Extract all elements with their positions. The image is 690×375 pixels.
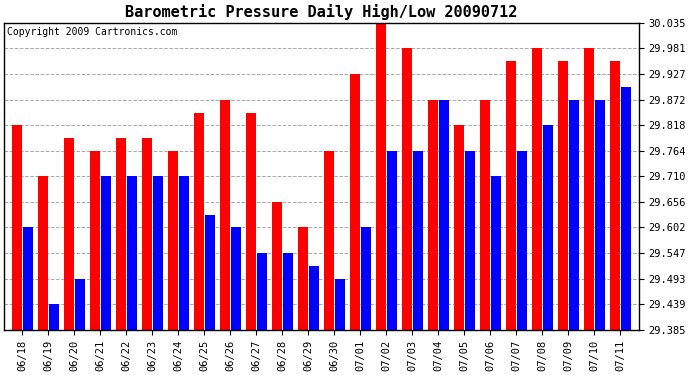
Bar [480,100,490,330]
Bar [142,138,152,330]
Bar [101,176,111,330]
Bar [584,48,594,330]
Bar [272,202,282,330]
Bar [90,151,100,330]
Bar [324,151,334,330]
Bar [350,74,359,330]
Bar [610,61,620,330]
Bar [413,151,423,330]
Bar [387,151,397,330]
Bar [569,100,579,330]
Bar [75,279,85,330]
Bar [168,151,178,330]
Bar [621,87,631,330]
Bar [38,176,48,330]
Text: Copyright 2009 Cartronics.com: Copyright 2009 Cartronics.com [8,27,178,38]
Bar [298,227,308,330]
Bar [543,125,553,330]
Bar [179,176,189,330]
Bar [376,23,386,330]
Bar [231,227,241,330]
Bar [23,227,33,330]
Bar [309,266,319,330]
Bar [532,48,542,330]
Bar [506,61,515,330]
Bar [64,138,74,330]
Bar [257,254,267,330]
Bar [283,254,293,330]
Bar [49,304,59,330]
Bar [153,176,163,330]
Bar [127,176,137,330]
Bar [194,112,204,330]
Bar [428,100,437,330]
Bar [465,151,475,330]
Bar [246,112,256,330]
Bar [491,176,501,330]
Bar [454,125,464,330]
Bar [439,100,449,330]
Bar [517,151,527,330]
Bar [205,214,215,330]
Bar [558,61,568,330]
Bar [12,125,21,330]
Bar [402,48,412,330]
Title: Barometric Pressure Daily High/Low 20090712: Barometric Pressure Daily High/Low 20090… [125,4,518,20]
Bar [595,100,605,330]
Bar [116,138,126,330]
Bar [361,227,371,330]
Bar [335,279,345,330]
Bar [220,100,230,330]
